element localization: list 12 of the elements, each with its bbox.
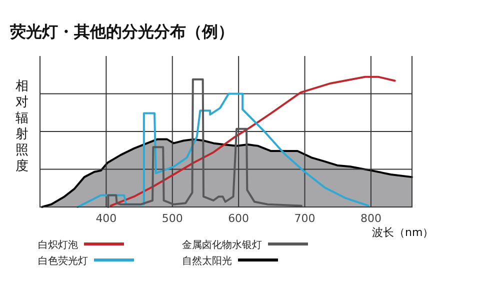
legend-label: 白炽灯泡 [38, 239, 78, 251]
x-axis-title: 波长（nm） [372, 226, 434, 239]
legend-label: 金属卤化物水银灯 [182, 239, 262, 251]
x-tick-label: 600 [228, 212, 250, 225]
x-tick-label: 700 [294, 212, 316, 225]
x-tick-label: 400 [96, 212, 117, 225]
x-tick-label: 800 [360, 212, 382, 225]
chart-title: 荧光灯・其他的分光分布（例） [9, 22, 234, 41]
y-axis-title: 相对辐射照度 [16, 79, 28, 174]
legend-label: 自然太阳光 [182, 255, 232, 267]
legend-label: 白色荧光灯 [38, 255, 88, 267]
x-tick-label: 500 [162, 212, 183, 225]
